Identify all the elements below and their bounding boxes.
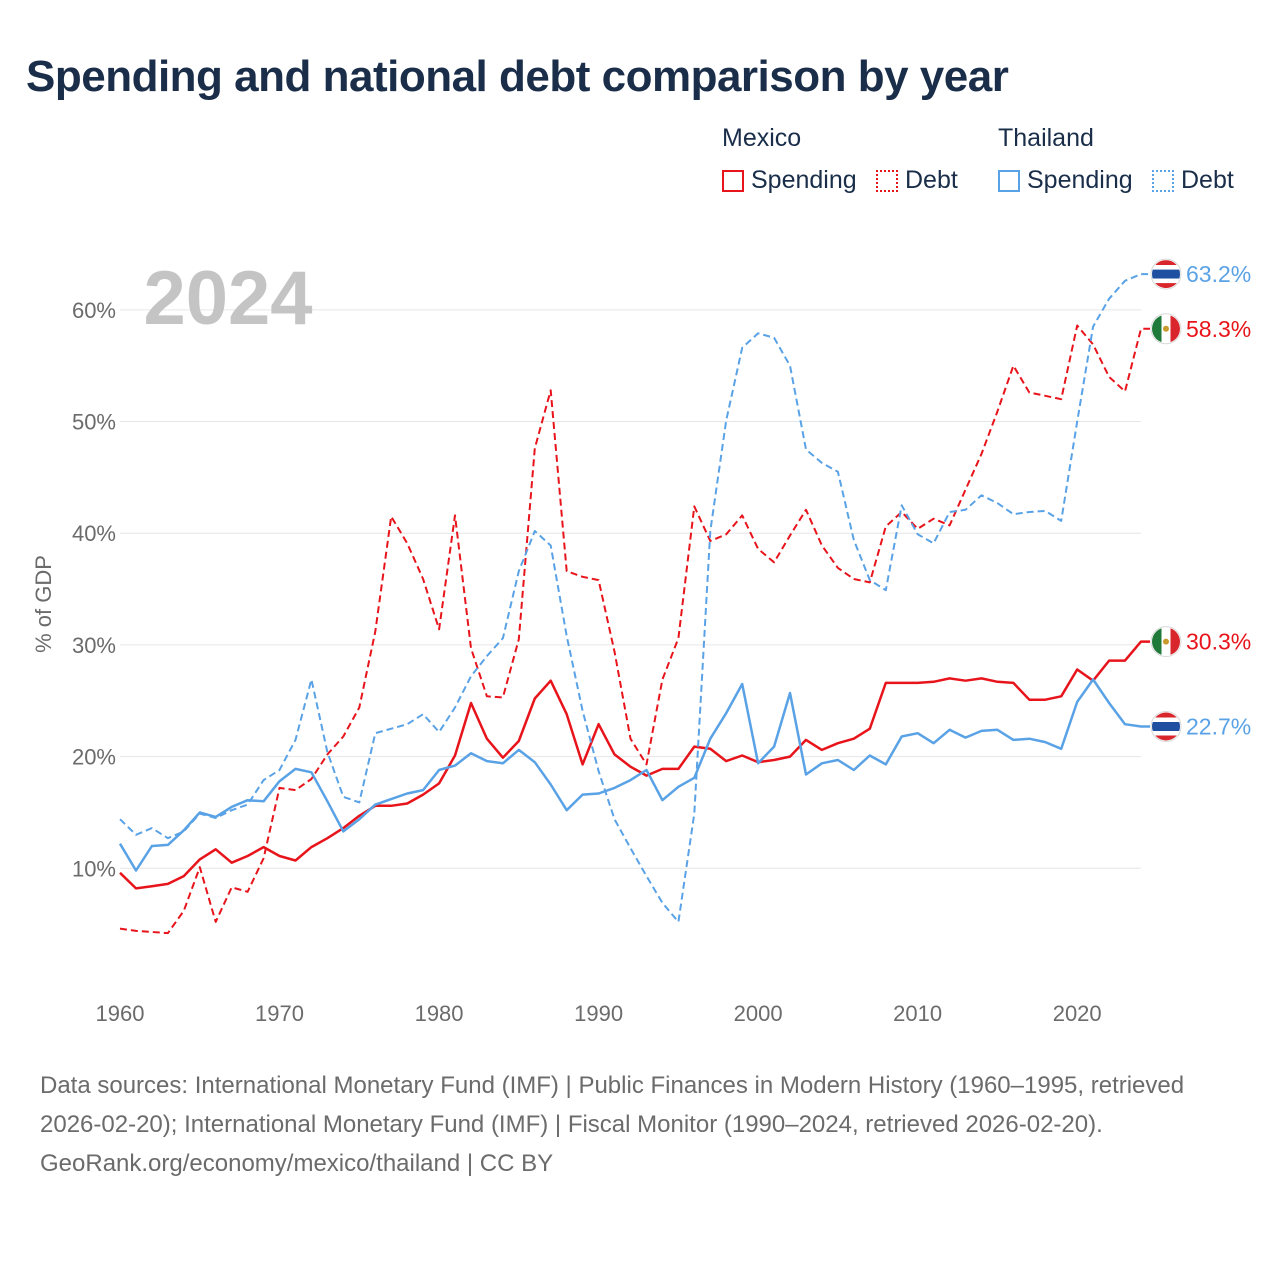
x-tick-label: 2010 (893, 1001, 942, 1026)
x-tick-label: 1980 (415, 1001, 464, 1026)
y-axis-ticks: 10% 20% 30% 40% 50% 60% (72, 298, 116, 881)
x-tick-label: 2020 (1053, 1001, 1102, 1026)
y-tick-label: 40% (72, 521, 116, 546)
y-axis-title: % of GDP (31, 555, 56, 653)
y-tick-label: 50% (72, 410, 116, 435)
year-label: 2024 (143, 256, 312, 341)
series-line-mexico-debt[interactable] (119, 324, 1150, 935)
x-tick-label: 1960 (96, 1001, 145, 1026)
legend-mexico-debt[interactable]: Debt (876, 166, 958, 195)
x-axis-ticks: 1960 1970 1980 1990 2000 2010 2020 (96, 1001, 1102, 1026)
legend-mexico-spending-label: Spending (751, 166, 857, 194)
series-line-thailand-spending[interactable] (118, 678, 1150, 872)
x-tick-label: 1990 (574, 1001, 623, 1026)
dotted-line-swatch-icon (876, 169, 898, 192)
legend-thailand-spending-label: Spending (1027, 166, 1133, 194)
end-value-label: 58.3% (1186, 316, 1251, 342)
series-line-thailand-debt[interactable] (119, 273, 1150, 923)
dotted-line-swatch-icon (1152, 169, 1174, 192)
x-tick-label: 2000 (734, 1001, 783, 1026)
footer: Data sources: International Monetary Fun… (40, 1066, 1240, 1183)
legend-mexico-debt-label: Debt (905, 166, 958, 194)
y-tick-label: 10% (72, 856, 116, 881)
solid-line-swatch-icon (722, 169, 744, 192)
legend-thailand-spending[interactable]: Spending (998, 166, 1133, 195)
grid-lines (120, 309, 1141, 869)
end-value-label: 30.3% (1186, 629, 1251, 655)
solid-line-swatch-icon (998, 169, 1020, 192)
line-chart: 2024 % of GDP 10% 20% 30% 40% 50% 60% 1960 197… (31, 256, 1251, 1026)
legend-mexico-spending[interactable]: Spending (722, 166, 857, 195)
chart-title: Spending and national debt comparison by… (26, 52, 1009, 101)
mexico-flag-icon (1150, 626, 1182, 658)
data-sources: Data sources: International Monetary Fun… (40, 1072, 1185, 1138)
legend-thailand-debt-label: Debt (1181, 166, 1234, 194)
legend-mexico-heading: Mexico (722, 124, 802, 152)
end-labels: 30.3% 58.3% 22.7% 63.2% (1150, 258, 1251, 742)
series-line-mexico-spending[interactable] (119, 640, 1150, 890)
y-tick-label: 60% (72, 298, 116, 323)
series-lines (118, 273, 1150, 935)
thailand-flag-icon (1150, 711, 1182, 742)
mexico-flag-icon (1150, 313, 1182, 345)
legend-thailand-heading: Thailand (998, 124, 1094, 152)
thailand-flag-icon (1150, 258, 1182, 290)
y-tick-label: 20% (72, 745, 116, 770)
y-tick-label: 30% (72, 633, 116, 658)
end-value-label: 63.2% (1186, 261, 1251, 287)
end-value-label: 22.7% (1186, 713, 1251, 739)
legend-thailand-debt[interactable]: Debt (1152, 166, 1234, 195)
x-tick-label: 1970 (255, 1001, 304, 1026)
credit-link[interactable]: GeoRank.org/economy/mexico/thailand | CC… (40, 1150, 554, 1177)
